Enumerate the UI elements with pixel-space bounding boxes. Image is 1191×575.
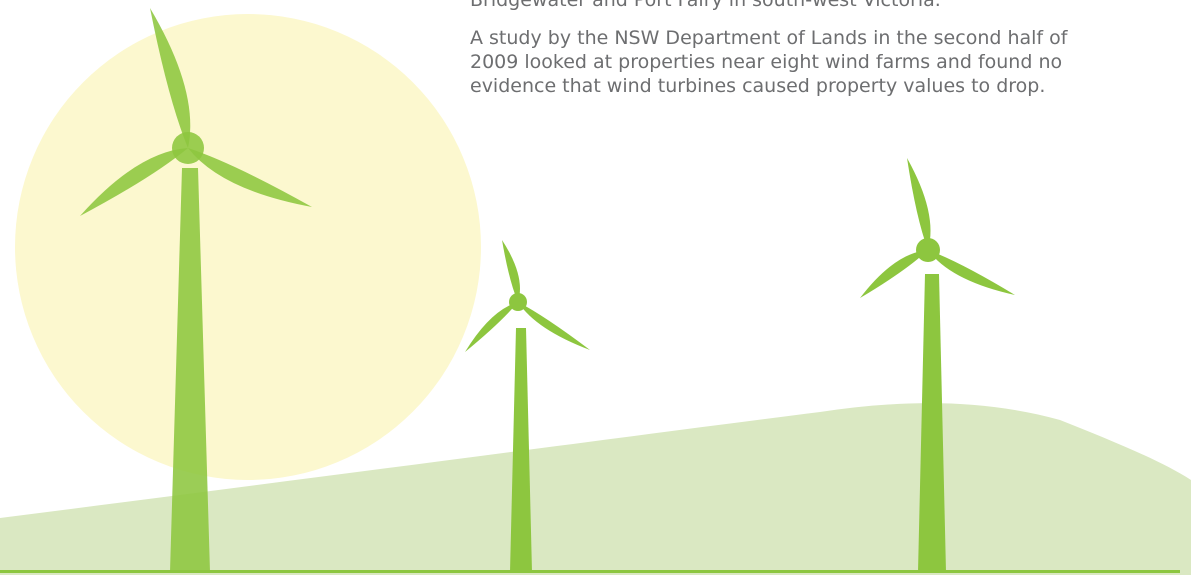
turbine-blade — [465, 302, 518, 352]
ground-line — [0, 570, 1180, 573]
paragraph: Bridgewater and Port Fairy in south-west… — [470, 0, 1090, 12]
turbine-tower — [918, 274, 946, 572]
page: {"body": { "paragraphs": [ "Bridgewater … — [0, 0, 1191, 575]
turbine-blade — [907, 158, 931, 250]
sun — [15, 14, 481, 480]
turbine-blade — [502, 240, 520, 302]
turbine-blade — [928, 250, 1015, 295]
turbine-blade — [518, 302, 590, 350]
turbine-blade — [860, 250, 928, 298]
turbine-hub — [172, 132, 204, 164]
turbine-hub — [916, 238, 940, 262]
turbine-hub — [509, 293, 527, 311]
paragraph: A study by the NSW Department of Lands i… — [470, 26, 1070, 98]
turbine-tower — [510, 328, 532, 572]
